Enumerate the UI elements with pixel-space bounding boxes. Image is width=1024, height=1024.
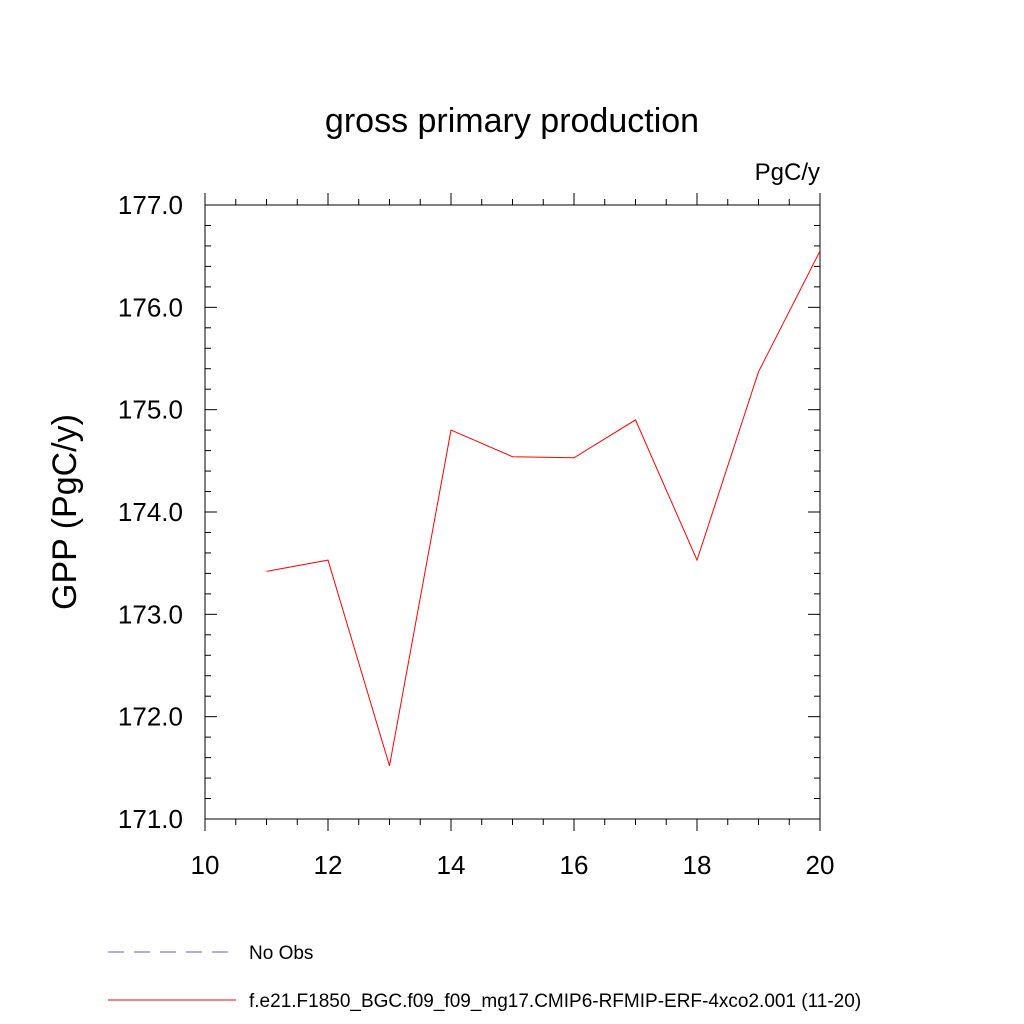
y-tick-label: 175.0 — [118, 395, 183, 425]
y-tick-label: 177.0 — [118, 190, 183, 220]
legend-label: No Obs — [249, 943, 313, 964]
x-tick-label: 20 — [806, 850, 835, 880]
y-tick-label: 173.0 — [118, 599, 183, 629]
y-tick-label: 174.0 — [118, 497, 183, 527]
units-label: PgC/y — [755, 159, 820, 186]
x-tick-label: 14 — [437, 850, 466, 880]
series-group — [266, 250, 821, 766]
legend-label: f.e21.F1850_BGC.f09_f09_mg17.CMIP6-RFMIP… — [249, 991, 861, 1012]
chart-title: gross primary production — [325, 102, 699, 140]
y-tick-label: 172.0 — [118, 702, 183, 732]
legend: No Obs f.e21.F1850_BGC.f09_f09_mg17.CMIP6… — [108, 943, 861, 1012]
x-tick-label: 10 — [191, 850, 220, 880]
x-tick-label: 18 — [683, 850, 712, 880]
axis-ticks: 10 12 14 16 18 20 171.0 172.0 173.0 174.0 175.0 176… — [118, 190, 835, 880]
plot-frame — [204, 204, 821, 820]
y-axis-label: GPP (PgC/y) — [46, 414, 84, 610]
series-line — [266, 250, 821, 766]
y-tick-label: 171.0 — [118, 804, 183, 834]
x-tick-label: 12 — [314, 850, 343, 880]
x-tick-label: 16 — [560, 850, 589, 880]
y-tick-label: 176.0 — [118, 292, 183, 322]
